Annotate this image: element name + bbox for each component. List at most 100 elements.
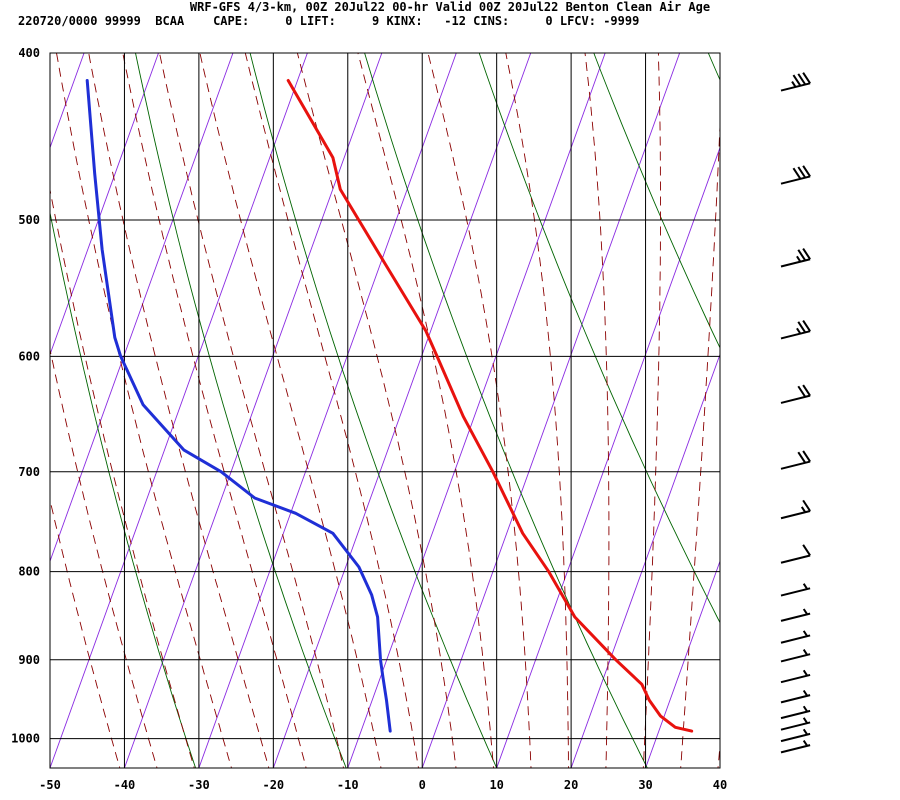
- y-tick-label: 400: [18, 46, 40, 60]
- barb-shaft: [780, 744, 811, 754]
- wind-barb: [780, 608, 811, 622]
- barb-full-flag: [797, 451, 807, 464]
- dry-adiabat-line: [805, 15, 900, 768]
- barb-full-flag: [802, 320, 811, 332]
- isotherm-line: [421, 53, 681, 768]
- plot-frame: [49, 52, 721, 769]
- temperature-axis: -50 -40 -30 -20 -10 0 10 20 30 40: [39, 778, 727, 792]
- y-tick-label: 700: [18, 465, 40, 479]
- x-tick-label: -50: [39, 778, 61, 792]
- x-tick-label: 20: [564, 778, 578, 792]
- barb-shaft: [780, 634, 811, 644]
- isotherm-line: [50, 53, 85, 149]
- barb-shaft: [780, 587, 811, 597]
- moist-adiabat-line: [88, 53, 270, 768]
- sounding-series: [85, 79, 694, 733]
- dry-adiabat-line: [478, 53, 720, 624]
- wind-barb: [780, 717, 811, 731]
- isotherm-line: [272, 53, 532, 768]
- barb-shaft: [780, 330, 811, 340]
- x-tick-label: 0: [419, 778, 426, 792]
- barb-half-flag: [802, 705, 809, 713]
- y-tick-label: 800: [18, 565, 40, 579]
- y-tick-label: 600: [18, 349, 40, 363]
- barb-shaft: [780, 673, 811, 684]
- barb-shaft: [780, 460, 811, 470]
- moist-adiabat-line: [642, 53, 661, 768]
- dry-adiabat-line: [364, 53, 648, 768]
- wind-barb: [780, 165, 811, 185]
- barb-half-flag: [802, 728, 809, 736]
- dewpoint-trace: [85, 79, 392, 733]
- barb-full-flag: [797, 385, 807, 398]
- isotherm-line: [50, 53, 308, 768]
- barb-full-flag: [802, 544, 811, 557]
- dry-adiabat-line: [135, 53, 347, 768]
- wind-barb: [780, 583, 811, 597]
- barb-full-flag: [792, 167, 802, 180]
- moist-adiabat-line: [122, 53, 307, 768]
- wind-barb: [780, 544, 811, 564]
- barb-full-flag: [797, 166, 807, 179]
- barb-shaft: [780, 721, 811, 731]
- y-tick-label: 500: [18, 213, 40, 227]
- barb-shaft: [780, 694, 811, 704]
- wind-barb: [780, 669, 811, 684]
- barb-shaft: [780, 258, 811, 268]
- barb-shaft: [780, 394, 811, 404]
- y-tick-label: 1000: [11, 732, 40, 746]
- wind-barb: [780, 630, 811, 644]
- x-tick-label: 40: [713, 778, 727, 792]
- background-lines: [50, 15, 900, 768]
- wind-barb: [780, 72, 811, 92]
- pressure-axis: 400 500 600 700 800 900 1000: [11, 46, 40, 746]
- wind-barb: [780, 649, 811, 663]
- moist-adiabat-line: [357, 53, 494, 768]
- wind-barb: [780, 384, 811, 404]
- wind-barb: [780, 450, 811, 470]
- barb-half-flag: [796, 255, 802, 263]
- barb-half-flag: [802, 689, 809, 697]
- wind-barb: [780, 728, 811, 743]
- moist-adiabat-line: [50, 187, 195, 768]
- x-tick-label: -30: [188, 778, 210, 792]
- x-tick-label: -10: [337, 778, 359, 792]
- x-tick-label: -40: [114, 778, 136, 792]
- isotherm-line: [719, 766, 720, 768]
- sounding-title: WRF-GFS 4/3-km, 00Z 20Jul22 00-hr Valid …: [189, 0, 711, 14]
- barb-half-flag: [796, 327, 802, 335]
- barb-half-flag: [802, 717, 809, 724]
- barb-full-flag: [802, 248, 811, 260]
- temperature-trace: [286, 79, 694, 733]
- barb-full-flag: [792, 74, 802, 87]
- isotherm-line: [794, 53, 900, 768]
- x-tick-label: -20: [262, 778, 284, 792]
- barb-half-flag: [800, 506, 807, 513]
- grid-lines: [50, 53, 720, 768]
- barb-shaft: [780, 82, 811, 92]
- wind-barb: [780, 705, 811, 720]
- barb-shaft: [780, 175, 811, 185]
- barb-shaft: [780, 554, 811, 564]
- wind-barb: [780, 248, 811, 268]
- barb-full-flag: [802, 450, 811, 463]
- isotherm-line: [496, 146, 720, 768]
- isotherm-line: [198, 53, 457, 768]
- isotherm-line: [645, 559, 720, 768]
- isotherm-line: [124, 53, 383, 768]
- barb-full-flag: [802, 499, 811, 512]
- barb-shaft: [780, 510, 811, 520]
- barb-full-flag: [802, 384, 811, 397]
- isotherm-line: [50, 53, 159, 356]
- dry-adiabat-line: [707, 53, 720, 82]
- wind-barb: [780, 320, 811, 340]
- moist-adiabat-line: [244, 53, 419, 768]
- isotherm-line: [50, 53, 234, 563]
- barb-shaft: [780, 612, 811, 622]
- isotherm-line: [570, 353, 720, 768]
- dry-adiabat-line: [593, 53, 720, 349]
- sounding-indices: 220720/0000 99999 BCAA CAPE: 0 LIFT: 9 K…: [18, 14, 640, 28]
- barb-full-flag: [797, 249, 807, 261]
- moist-adiabat-line: [296, 53, 457, 768]
